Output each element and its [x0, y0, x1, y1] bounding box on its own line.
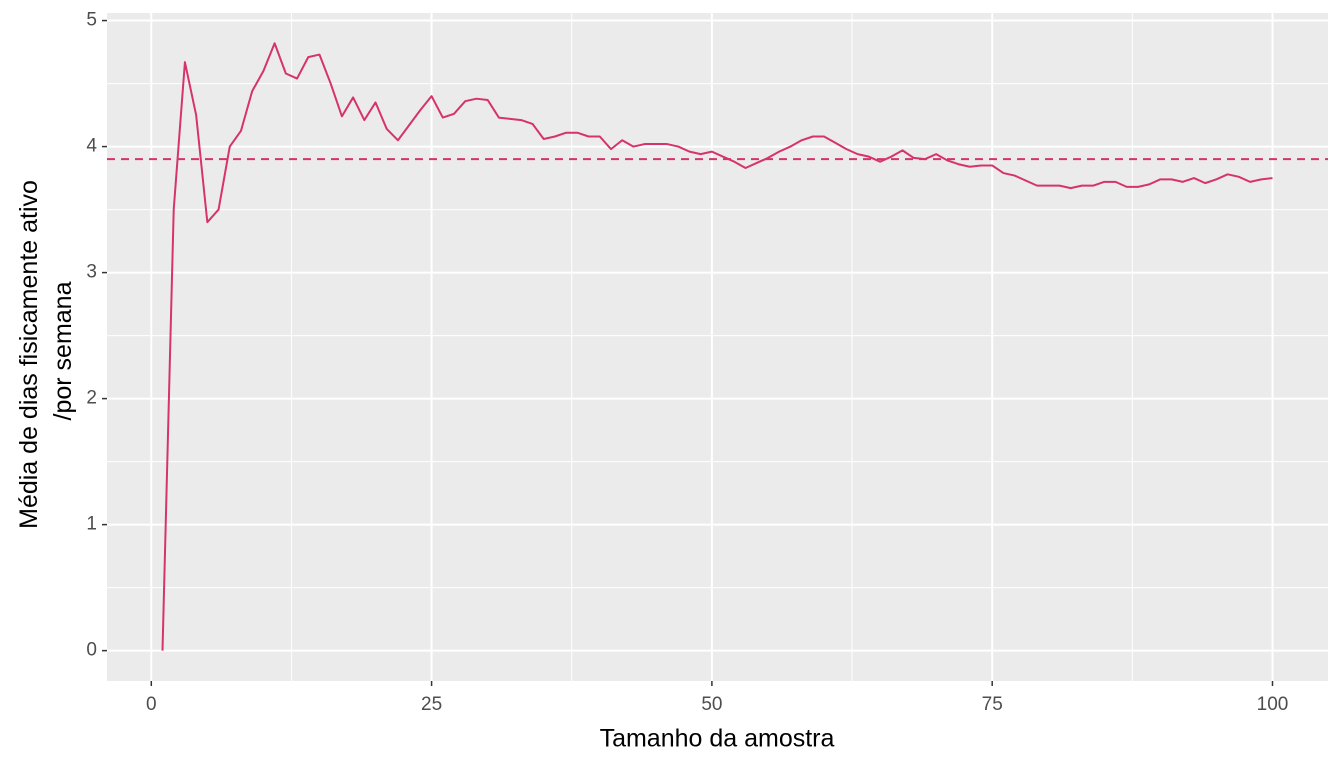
- y-tick-label: 3: [86, 262, 97, 283]
- y-tick-label: 4: [86, 136, 97, 157]
- x-tick-label: 0: [146, 694, 157, 715]
- y-axis-title: Média de dias fisicamente ativo /por sem…: [15, 173, 77, 529]
- y-tick-label: 2: [86, 388, 97, 409]
- y-tick-label: 1: [86, 514, 97, 535]
- y-tick-label: 0: [86, 640, 97, 661]
- x-tick-label: 50: [701, 694, 722, 715]
- x-tick-label: 100: [1257, 694, 1289, 715]
- y-axis-title-line: /por semana: [49, 281, 77, 420]
- y-axis-title-line: Média de dias fisicamente ativo: [15, 180, 43, 529]
- plot-panel: [107, 13, 1328, 681]
- x-tick-label: 25: [421, 694, 442, 715]
- x-tick-label: 75: [982, 694, 1003, 715]
- data-line: [161, 42, 1273, 651]
- y-tick-label: 5: [86, 10, 97, 31]
- x-axis-title: Tamanho da amostra: [600, 725, 835, 753]
